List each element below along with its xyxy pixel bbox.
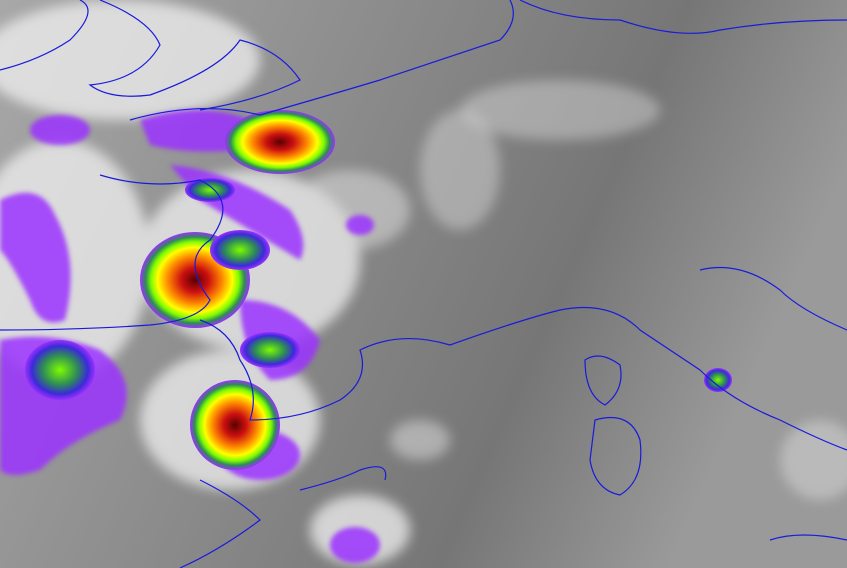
storm-cells <box>25 110 732 470</box>
weak-cell <box>25 340 95 400</box>
weak-cell <box>210 230 270 270</box>
weak-cell <box>185 178 235 202</box>
storm-cell-east <box>704 368 732 392</box>
storm-cell-north <box>225 110 335 174</box>
weak-cell <box>240 332 300 368</box>
storm-cell-south <box>190 380 280 470</box>
